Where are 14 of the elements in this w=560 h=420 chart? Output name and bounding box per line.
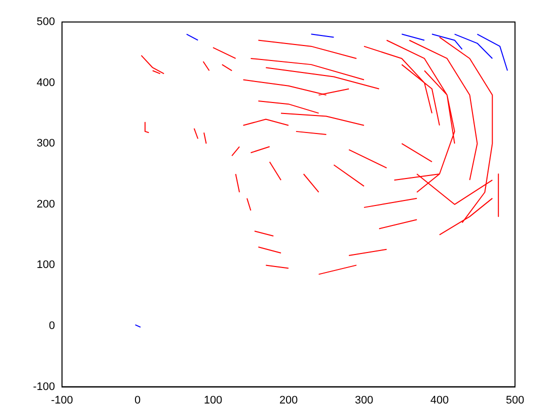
y-tick-label: 100: [36, 259, 56, 272]
y-tick-label: 200: [36, 198, 56, 210]
x-tick-label: 0: [134, 394, 141, 406]
y-tick-label: 400: [36, 76, 56, 89]
x-tick-label: 200: [279, 394, 298, 406]
x-tick-label: 500: [506, 394, 524, 406]
x-tick-label: 300: [354, 394, 374, 406]
y-tick-label: 500: [36, 16, 56, 28]
x-tick-label: -100: [51, 394, 74, 406]
y-tick-label: 300: [36, 138, 56, 150]
y-tick-label: 0: [48, 320, 56, 332]
y-tick-label: -100: [32, 380, 56, 393]
x-tick-label: 400: [430, 394, 449, 406]
x-tick-label: 100: [204, 394, 222, 406]
